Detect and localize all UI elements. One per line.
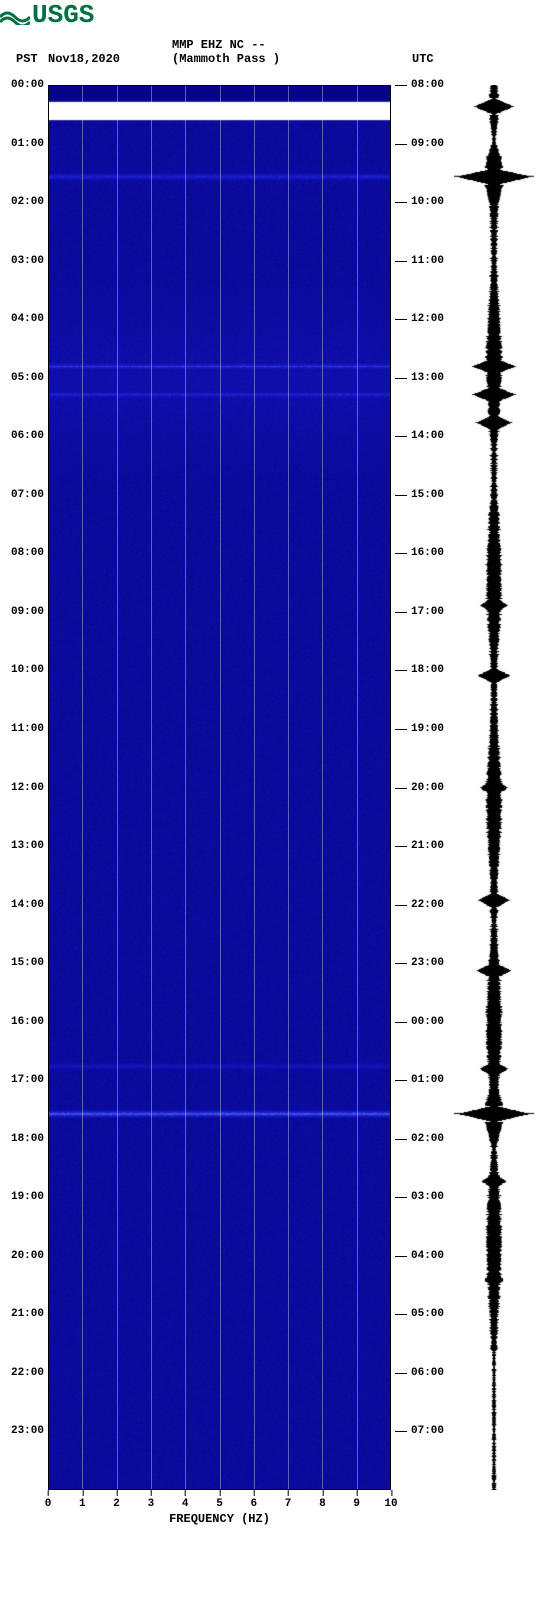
ytick-left: 02:00 bbox=[11, 196, 44, 208]
ytick-left: 00:00 bbox=[11, 79, 44, 91]
ytick-left: 04:00 bbox=[11, 313, 44, 325]
xtick: 9 bbox=[353, 1498, 360, 1510]
ytick-right: 11:00 bbox=[411, 255, 444, 267]
ytick-right: 08:00 bbox=[411, 79, 444, 91]
ytick-left: 23:00 bbox=[11, 1425, 44, 1437]
xtick: 10 bbox=[384, 1498, 397, 1510]
ytick-left: 10:00 bbox=[11, 664, 44, 676]
ytick-right: 09:00 bbox=[411, 138, 444, 150]
ytick-left: 07:00 bbox=[11, 489, 44, 501]
ytick-right: 13:00 bbox=[411, 372, 444, 384]
waveform-canvas bbox=[454, 85, 534, 1490]
ytick-right: 05:00 bbox=[411, 1308, 444, 1320]
ytick-left: 16:00 bbox=[11, 1016, 44, 1028]
ytick-right: 02:00 bbox=[411, 1133, 444, 1145]
ytick-right: 20:00 bbox=[411, 782, 444, 794]
ytick-left: 20:00 bbox=[11, 1250, 44, 1262]
xtick: 3 bbox=[148, 1498, 155, 1510]
xtick: 6 bbox=[250, 1498, 257, 1510]
ytick-left: 11:00 bbox=[11, 723, 44, 735]
left-timezone-label: PST bbox=[16, 52, 38, 66]
usgs-logo: USGS bbox=[0, 0, 94, 30]
xtick: 2 bbox=[113, 1498, 120, 1510]
ytick-right: 19:00 bbox=[411, 723, 444, 735]
xtick: 4 bbox=[182, 1498, 189, 1510]
ytick-left: 12:00 bbox=[11, 782, 44, 794]
ytick-left: 01:00 bbox=[11, 138, 44, 150]
ytick-right: 18:00 bbox=[411, 664, 444, 676]
ytick-left: 17:00 bbox=[11, 1074, 44, 1086]
x-axis-label: FREQUENCY (HZ) bbox=[169, 1512, 270, 1526]
ytick-left: 22:00 bbox=[11, 1367, 44, 1379]
ytick-right: 16:00 bbox=[411, 547, 444, 559]
usgs-logo-text: USGS bbox=[32, 0, 94, 30]
station-name: (Mammoth Pass ) bbox=[172, 52, 280, 66]
date-label: Nov18,2020 bbox=[48, 52, 120, 66]
ytick-right: 03:00 bbox=[411, 1191, 444, 1203]
ytick-left: 03:00 bbox=[11, 255, 44, 267]
ytick-right: 01:00 bbox=[411, 1074, 444, 1086]
ytick-right: 14:00 bbox=[411, 430, 444, 442]
xtick: 1 bbox=[79, 1498, 86, 1510]
spectrogram-canvas-wrap bbox=[48, 85, 391, 1490]
xtick: 0 bbox=[45, 1498, 52, 1510]
xtick: 8 bbox=[319, 1498, 326, 1510]
page: USGS MMP EHZ NC -- (Mammoth Pass ) PST N… bbox=[0, 0, 552, 1613]
ytick-right: 23:00 bbox=[411, 957, 444, 969]
ytick-left: 09:00 bbox=[11, 606, 44, 618]
ytick-right: 21:00 bbox=[411, 840, 444, 852]
station-code: MMP EHZ NC -- bbox=[172, 38, 266, 52]
ytick-right: 12:00 bbox=[411, 313, 444, 325]
spectrogram-plot: 00:0001:0002:0003:0004:0005:0006:0007:00… bbox=[48, 85, 391, 1490]
ytick-left: 13:00 bbox=[11, 840, 44, 852]
ytick-left: 05:00 bbox=[11, 372, 44, 384]
ytick-left: 18:00 bbox=[11, 1133, 44, 1145]
ytick-right: 17:00 bbox=[411, 606, 444, 618]
xtick: 5 bbox=[216, 1498, 223, 1510]
ytick-right: 22:00 bbox=[411, 899, 444, 911]
ytick-right: 10:00 bbox=[411, 196, 444, 208]
ytick-right: 15:00 bbox=[411, 489, 444, 501]
ytick-right: 07:00 bbox=[411, 1425, 444, 1437]
xtick: 7 bbox=[285, 1498, 292, 1510]
ytick-left: 21:00 bbox=[11, 1308, 44, 1320]
ytick-left: 15:00 bbox=[11, 957, 44, 969]
ytick-left: 06:00 bbox=[11, 430, 44, 442]
spectrogram-canvas bbox=[48, 85, 391, 1490]
ytick-right: 04:00 bbox=[411, 1250, 444, 1262]
ytick-right: 06:00 bbox=[411, 1367, 444, 1379]
ytick-left: 08:00 bbox=[11, 547, 44, 559]
right-timezone-label: UTC bbox=[412, 52, 434, 66]
ytick-left: 14:00 bbox=[11, 899, 44, 911]
waveform-plot bbox=[454, 85, 534, 1490]
ytick-left: 19:00 bbox=[11, 1191, 44, 1203]
usgs-wave-icon bbox=[0, 5, 30, 25]
ytick-right: 00:00 bbox=[411, 1016, 444, 1028]
